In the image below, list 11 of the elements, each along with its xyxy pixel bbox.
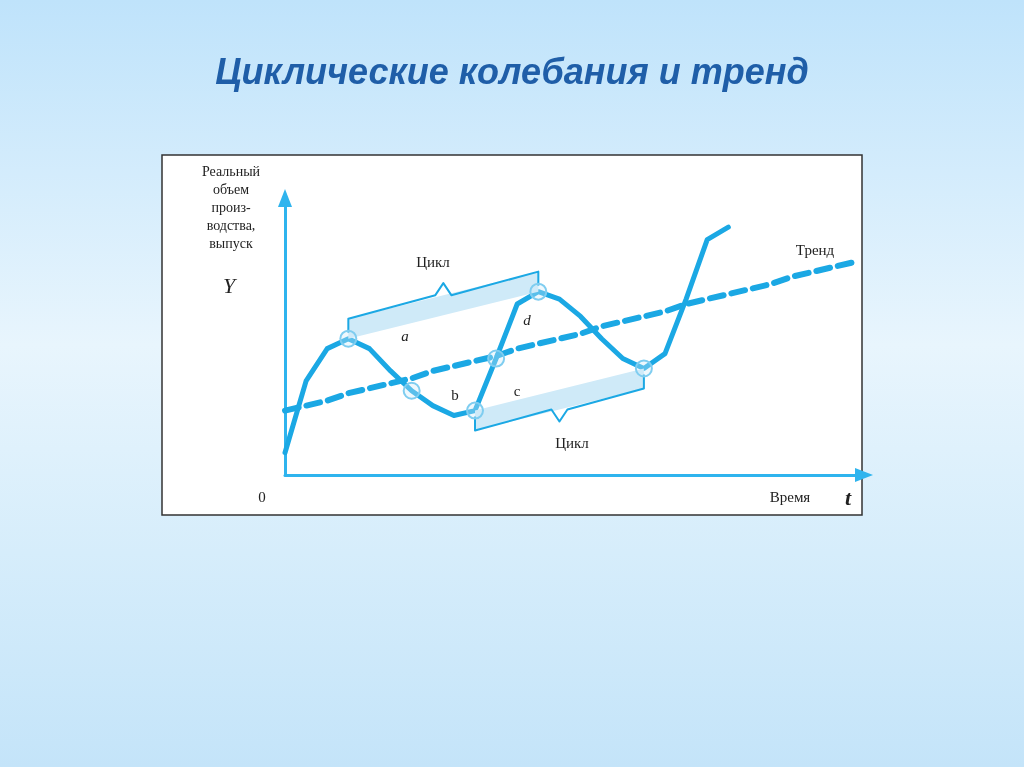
text: Y xyxy=(222,272,238,298)
text: 0 xyxy=(258,489,266,505)
x-axis-title: Время xyxy=(769,489,811,505)
annotation: Цикл xyxy=(555,435,590,451)
annotation: Тренд xyxy=(795,242,835,258)
annotation: c xyxy=(513,383,521,399)
annotation: Цикл xyxy=(416,254,451,270)
text: t xyxy=(844,484,852,510)
chart-title: Циклические колебания и тренд xyxy=(215,50,809,92)
annotation: b xyxy=(451,387,459,403)
y-axis-title: Реальный объем произ- водства, выпуск xyxy=(201,163,261,251)
